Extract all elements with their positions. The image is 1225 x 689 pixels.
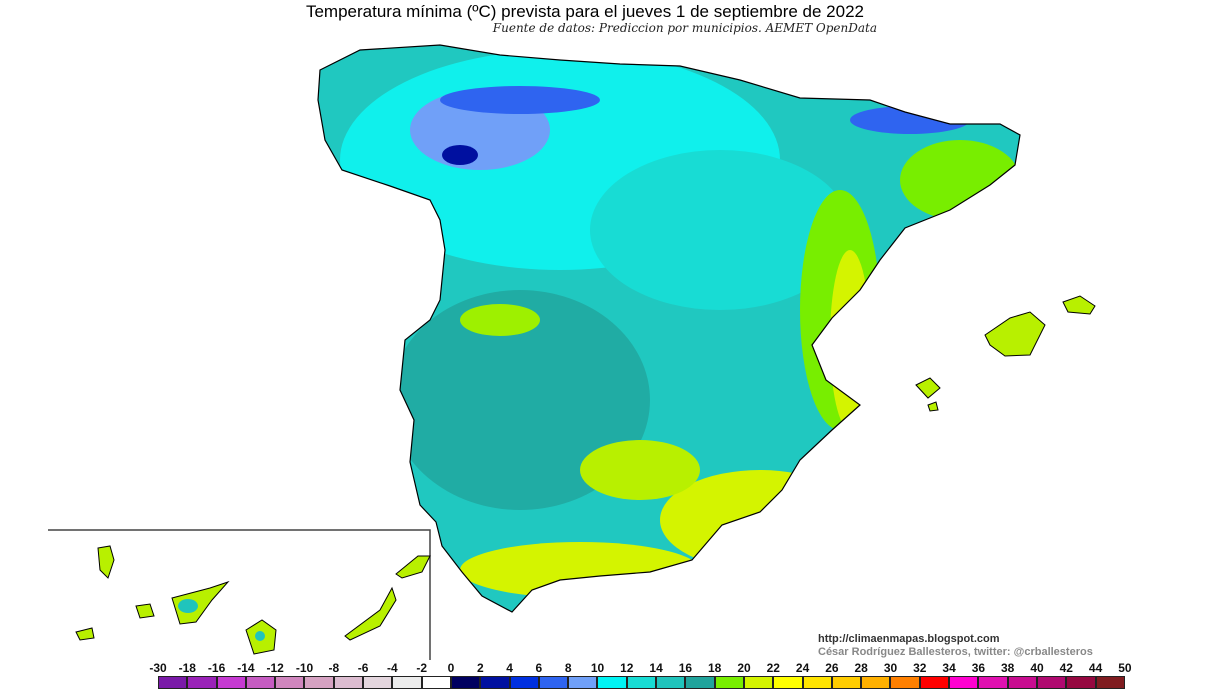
legend-tick-label: -8 — [328, 661, 340, 675]
legend-color-box — [450, 676, 481, 689]
legend-color-box — [743, 676, 774, 689]
legend-tick-label: 22 — [766, 661, 780, 675]
legend-color-box — [304, 676, 334, 689]
credit-author: César Rodríguez Ballesteros, twitter: @c… — [818, 646, 1093, 658]
legend-tick-label: -2 — [416, 661, 428, 675]
legend-color-box — [802, 676, 832, 689]
legend-tick-label: -16 — [207, 661, 226, 675]
legend-color-box — [509, 676, 539, 689]
legend-color-box — [1066, 676, 1096, 689]
canary-islands-inset — [48, 529, 431, 660]
legend-color-box — [158, 676, 188, 689]
legend-color-box — [656, 676, 686, 689]
legend-tick-label: -12 — [266, 661, 284, 675]
legend-tick-label: 12 — [620, 661, 634, 675]
legend-tick-label: 28 — [854, 661, 868, 675]
legend-color-box — [685, 676, 715, 689]
legend-tick-label: 44 — [1088, 661, 1103, 675]
mainland-spain — [318, 45, 1020, 612]
legend-color-box — [919, 676, 950, 689]
legend-tick-label: -4 — [387, 661, 398, 675]
balearic-islands — [915, 295, 1096, 412]
legend-tick-label: -18 — [178, 661, 196, 675]
color-legend — [158, 676, 1125, 689]
legend-tick-label: 26 — [825, 661, 839, 675]
legend-color-box — [187, 676, 217, 689]
legend-color-box — [597, 676, 627, 689]
map-subtitle: Fuente de datos: Prediccion por municipi… — [492, 21, 877, 35]
legend-color-box — [949, 676, 979, 689]
legend-tick-label: 32 — [913, 661, 927, 675]
legend-color-box — [333, 676, 364, 689]
legend-color-box — [568, 676, 598, 689]
legend-color-box — [890, 676, 920, 689]
legend-color-box — [480, 676, 510, 689]
legend-tick-label: -30 — [149, 661, 167, 675]
legend-tick-label: 42 — [1059, 661, 1073, 675]
legend-tick-label: 24 — [795, 661, 810, 675]
legend-color-box — [245, 676, 276, 689]
legend-color-box — [831, 676, 862, 689]
legend-color-box — [773, 676, 803, 689]
map-title: Temperatura mínima (ºC) prevista para el… — [305, 2, 865, 21]
legend-color-box — [626, 676, 657, 689]
legend-tick-label: 8 — [564, 661, 572, 675]
legend-color-box — [363, 676, 393, 689]
legend-tick-label: 34 — [942, 661, 956, 675]
legend-color-box — [421, 676, 451, 689]
legend-color-box — [861, 676, 891, 689]
legend-tick-label: 4 — [506, 661, 513, 675]
legend-color-box — [216, 676, 246, 689]
legend-color-box — [538, 676, 569, 689]
legend-tick-label: 40 — [1030, 661, 1044, 675]
legend-tick-label: 20 — [737, 661, 751, 675]
legend-tick-label: 50 — [1118, 661, 1132, 675]
legend-tick-label: -10 — [295, 661, 314, 675]
legend-tick-label: -14 — [237, 661, 255, 675]
legend-tick-label: 10 — [590, 661, 605, 675]
legend-color-box — [1095, 676, 1125, 689]
legend-color-box — [1036, 676, 1067, 689]
legend-tick-label: 18 — [708, 661, 722, 675]
legend-tick-label: 2 — [476, 661, 484, 675]
legend-tick-label: -6 — [357, 661, 369, 675]
legend-color-box — [1007, 676, 1037, 689]
credit-url: http://climaenmapas.blogspot.com — [818, 633, 1000, 645]
legend-tick-label: 14 — [649, 661, 663, 675]
legend-color-box — [275, 676, 305, 689]
legend-tick-label: 38 — [1001, 661, 1015, 675]
legend-tick-label: 0 — [447, 661, 455, 675]
legend-tick-label: 6 — [535, 661, 543, 675]
legend-color-box — [392, 676, 422, 689]
legend-color-box — [978, 676, 1008, 689]
legend-tick-label: 16 — [678, 661, 693, 675]
legend-tick-label: 30 — [883, 661, 898, 675]
legend-tick-label: 36 — [971, 661, 986, 675]
legend-color-box — [714, 676, 744, 689]
